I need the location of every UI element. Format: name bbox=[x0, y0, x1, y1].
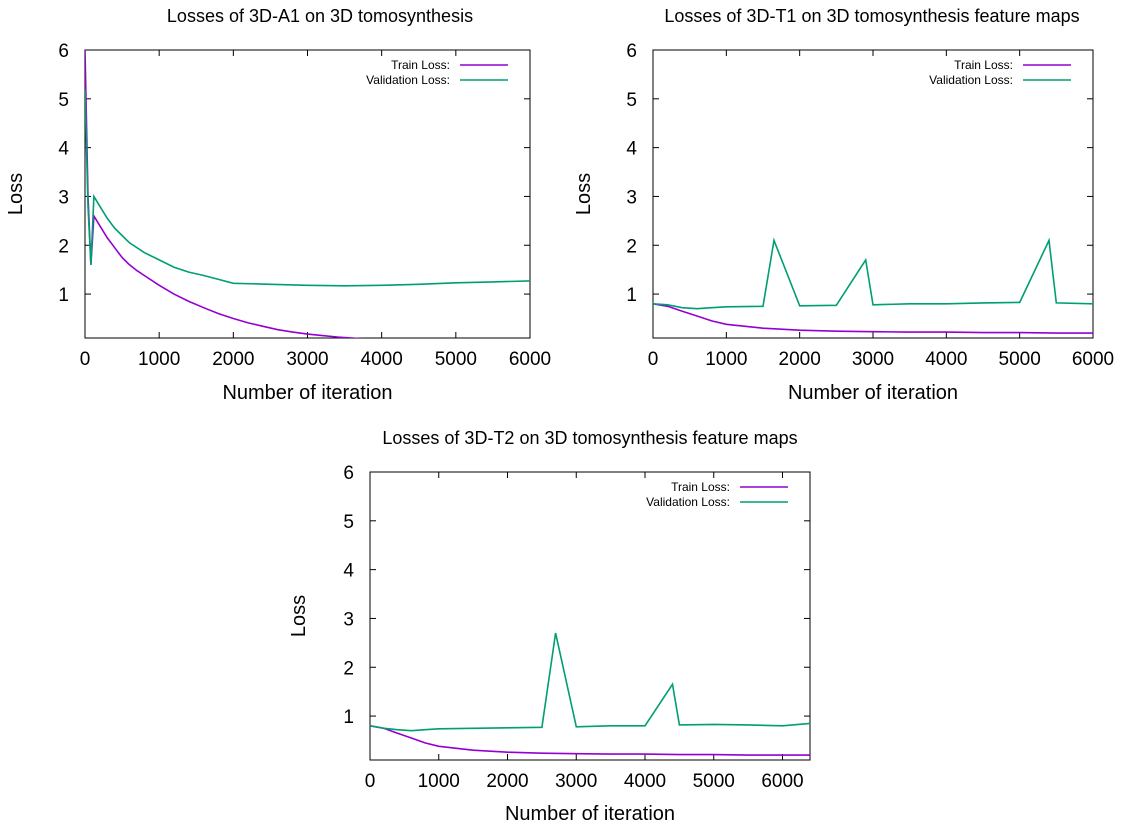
plot-frame bbox=[653, 50, 1093, 338]
x-tick-label: 5000 bbox=[693, 771, 735, 792]
x-tick-label: 1000 bbox=[138, 349, 180, 370]
chart-3d-a1: Losses of 3D-A1 on 3D tomosynthesis Numbe… bbox=[5, 6, 551, 404]
x-axis-label: Number of iteration bbox=[788, 382, 958, 404]
x-tick-label: 1000 bbox=[418, 771, 460, 792]
x-tick-label: 0 bbox=[648, 349, 659, 370]
y-tick-label: 3 bbox=[343, 609, 354, 630]
x-tick-label: 5000 bbox=[999, 349, 1041, 370]
x-tick-label: 0 bbox=[365, 771, 376, 792]
y-axis-label: Loss bbox=[573, 173, 595, 215]
legend-label-validation: Validation Loss: bbox=[366, 73, 450, 87]
series-line-train bbox=[370, 726, 810, 755]
y-tick-label: 2 bbox=[626, 236, 637, 257]
y-tick-label: 2 bbox=[58, 236, 69, 257]
legend-label-train: Train Loss: bbox=[391, 58, 450, 72]
x-tick-label: 0 bbox=[80, 349, 91, 370]
series-line-validation bbox=[653, 240, 1093, 308]
x-tick-label: 2000 bbox=[486, 771, 528, 792]
plot-frame bbox=[370, 472, 810, 760]
chart-3d-t2: Losses of 3D-T2 on 3D tomosynthesis feat… bbox=[288, 428, 810, 825]
legend-label-validation: Validation Loss: bbox=[929, 73, 1013, 87]
y-tick-label: 6 bbox=[626, 41, 637, 62]
series-line-train bbox=[85, 50, 411, 340]
x-tick-label: 5000 bbox=[435, 349, 477, 370]
series-line-validation bbox=[85, 89, 530, 286]
series-line-validation bbox=[370, 633, 810, 731]
y-tick-label: 3 bbox=[626, 187, 637, 208]
x-tick-label: 2000 bbox=[212, 349, 254, 370]
chart-title: Losses of 3D-T2 on 3D tomosynthesis feat… bbox=[382, 428, 797, 448]
y-tick-label: 4 bbox=[58, 139, 69, 160]
x-axis-label: Number of iteration bbox=[222, 382, 392, 404]
x-tick-label: 6000 bbox=[1072, 349, 1114, 370]
y-tick-label: 5 bbox=[626, 90, 637, 111]
y-tick-label: 2 bbox=[343, 658, 354, 679]
y-tick-label: 5 bbox=[343, 512, 354, 533]
chart-title: Losses of 3D-T1 on 3D tomosynthesis feat… bbox=[664, 6, 1079, 26]
plot-frame bbox=[85, 50, 530, 338]
y-axis-label: Loss bbox=[5, 173, 27, 215]
legend-label-validation: Validation Loss: bbox=[646, 495, 730, 509]
chart-title: Losses of 3D-A1 on 3D tomosynthesis bbox=[167, 6, 473, 26]
y-tick-label: 4 bbox=[343, 561, 354, 582]
legend-label-train: Train Loss: bbox=[954, 58, 1013, 72]
y-tick-label: 5 bbox=[58, 90, 69, 111]
x-tick-label: 4000 bbox=[925, 349, 967, 370]
legend-label-train: Train Loss: bbox=[671, 480, 730, 494]
y-tick-label: 6 bbox=[343, 463, 354, 484]
y-axis-label: Loss bbox=[288, 595, 310, 637]
x-tick-label: 4000 bbox=[361, 349, 403, 370]
y-tick-label: 1 bbox=[626, 285, 637, 306]
x-tick-label: 4000 bbox=[624, 771, 666, 792]
x-tick-label: 6000 bbox=[509, 349, 551, 370]
y-tick-label: 3 bbox=[58, 187, 69, 208]
y-tick-label: 4 bbox=[626, 139, 637, 160]
x-tick-label: 1000 bbox=[705, 349, 747, 370]
y-tick-label: 1 bbox=[343, 707, 354, 728]
y-tick-label: 1 bbox=[58, 285, 69, 306]
x-tick-label: 6000 bbox=[761, 771, 803, 792]
x-tick-label: 2000 bbox=[779, 349, 821, 370]
chart-3d-t1: Losses of 3D-T1 on 3D tomosynthesis feat… bbox=[573, 6, 1114, 404]
x-tick-label: 3000 bbox=[555, 771, 597, 792]
y-tick-label: 6 bbox=[58, 41, 69, 62]
x-axis-label: Number of iteration bbox=[505, 803, 675, 825]
series-line-train bbox=[653, 304, 1093, 333]
x-tick-label: 3000 bbox=[286, 349, 328, 370]
x-tick-label: 3000 bbox=[852, 349, 894, 370]
